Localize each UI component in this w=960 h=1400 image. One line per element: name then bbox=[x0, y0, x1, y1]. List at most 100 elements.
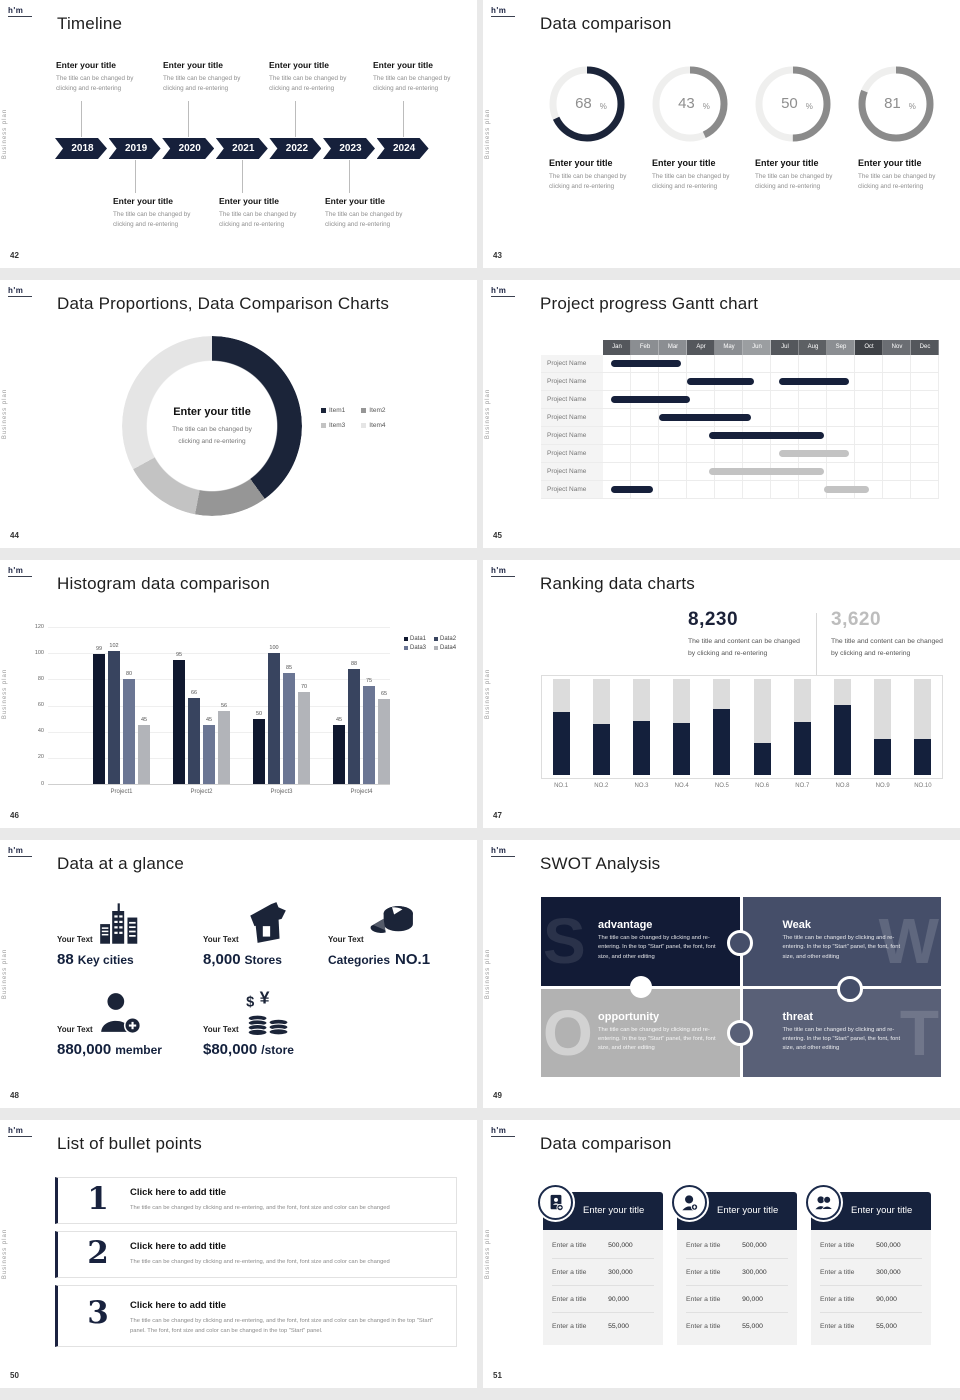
timeline-item: Enter your title The title can be changed… bbox=[56, 60, 134, 93]
ranking-bar-fill bbox=[633, 721, 650, 775]
slide-title: Timeline bbox=[57, 14, 123, 33]
y-gridline bbox=[48, 705, 390, 707]
ranking-bar-fill bbox=[592, 724, 610, 775]
legend-swatch bbox=[404, 646, 408, 650]
slide-46-histogram[interactable]: h'm Business plan Histogram data compari… bbox=[0, 560, 477, 828]
card-header: Enter your title bbox=[806, 1185, 931, 1230]
timeline-connector-line bbox=[241, 160, 243, 193]
bar bbox=[108, 650, 120, 784]
timeline-chart: 2018 2019 2020 2021 2022 2023 2024 bbox=[0, 0, 477, 268]
logo: h'm bbox=[8, 6, 33, 17]
gantt-row: Project Name bbox=[541, 427, 939, 445]
progress-ring-item: 50% Enter your title The title can be cha… bbox=[747, 64, 843, 193]
stat-value: 880,000 member bbox=[57, 1041, 162, 1058]
swot-weakness-quadrant: W Weak The title can be changed by click… bbox=[742, 897, 941, 986]
watermark-letter: S bbox=[543, 905, 586, 978]
card-row: Enter a title 55,000 bbox=[686, 1322, 763, 1330]
card-row: Enter a title 500,000 bbox=[686, 1232, 788, 1259]
gantt-row-label: Project Name bbox=[541, 481, 603, 498]
ranking-bar-fill bbox=[552, 711, 570, 775]
slide-title: Data comparison bbox=[540, 14, 672, 33]
timeline-item: Enter your title The title can be changed… bbox=[219, 196, 297, 229]
bar-value-label: 66 bbox=[190, 689, 198, 696]
gantt-gridline bbox=[826, 427, 827, 444]
gantt-bar bbox=[709, 432, 825, 439]
stat-value: 8,230 bbox=[688, 609, 739, 630]
gantt-bar bbox=[659, 414, 752, 421]
chart-legend: Data1 Data2 Data3 Data4 bbox=[404, 636, 456, 651]
card-row: Enter a title 90,000 bbox=[552, 1286, 654, 1313]
gantt-gridline bbox=[658, 427, 659, 444]
people-icon bbox=[814, 1195, 833, 1210]
card-icon-circle bbox=[806, 1185, 841, 1220]
slide-48-glance[interactable]: h'm Business plan Data at a glance Your … bbox=[0, 840, 477, 1108]
bar-value-label: 80 bbox=[125, 671, 133, 678]
gantt-gridline bbox=[686, 355, 687, 372]
timeline-year-chevron: 2019 bbox=[108, 138, 161, 159]
timeline-connector-line bbox=[188, 101, 190, 137]
bar bbox=[188, 697, 200, 784]
timeline-item: Enter your title The title can be changed… bbox=[373, 60, 451, 93]
slide-47-ranking[interactable]: h'm Business plan Ranking data charts 8,… bbox=[483, 560, 960, 828]
gantt-row-label: Project Name bbox=[541, 391, 603, 408]
timeline-year-chevron: 2021 bbox=[215, 138, 268, 159]
bar bbox=[173, 659, 185, 784]
slide-44-donut[interactable]: h'm Business plan Data Proportions, Data… bbox=[0, 280, 477, 548]
legend-swatch bbox=[434, 646, 439, 650]
gantt-gridline bbox=[826, 463, 827, 480]
timeline-connector-line bbox=[81, 101, 82, 137]
bar bbox=[93, 654, 105, 784]
gantt-gridline bbox=[854, 463, 855, 480]
ring-percent: 43% bbox=[678, 94, 710, 112]
card-title: Enter your title bbox=[717, 1205, 779, 1216]
x-category-label: NO.8 bbox=[835, 783, 850, 789]
slide-43-data-comparison[interactable]: h'm Business plan Data comparison 68% En… bbox=[483, 0, 960, 268]
slide-49-swot[interactable]: h'm Business plan SWOT Analysis S advant… bbox=[483, 840, 960, 1108]
logo: h'm bbox=[8, 1126, 33, 1137]
watermark-letter: T bbox=[899, 996, 939, 1069]
puzzle-connector bbox=[727, 1020, 753, 1046]
bar-value-label: 56 bbox=[220, 702, 228, 709]
slide-45-gantt[interactable]: h'm Business plan Project progress Gantt… bbox=[483, 280, 960, 548]
gantt-gridline bbox=[938, 463, 939, 480]
y-gridline bbox=[48, 784, 390, 785]
timeline-connector-line bbox=[402, 101, 404, 137]
progress-ring-item: 43% Enter your title The title can be cha… bbox=[644, 64, 740, 193]
progress-ring-item: 68% Enter your title The title can be cha… bbox=[541, 64, 637, 193]
ranking-chart: NO.1 NO.2 NO.3 NO.4 NO.5 NO.6 NO.7 NO.8 NO.9 NO.1… bbox=[483, 560, 960, 828]
card-row: Enter a title 300,000 bbox=[686, 1259, 788, 1286]
slide-42-timeline[interactable]: h'm Business plan Timeline 2018 2019 2020 2… bbox=[0, 0, 477, 268]
legend-item: Item3 bbox=[321, 422, 345, 429]
card-header: Enter your title bbox=[538, 1185, 663, 1230]
ranking-bar-fill bbox=[793, 722, 811, 775]
gantt-gridline bbox=[854, 373, 855, 390]
logo: h'm bbox=[491, 6, 516, 17]
gantt-row-label: Project Name bbox=[541, 427, 603, 444]
donut-chart bbox=[122, 336, 302, 516]
gantt-month-header-cell: Nov bbox=[883, 340, 911, 355]
bar bbox=[268, 653, 280, 784]
gantt-gridline bbox=[742, 391, 743, 408]
gantt-gridline bbox=[882, 355, 883, 372]
svg-text:¥: ¥ bbox=[259, 990, 269, 1008]
gantt-bar bbox=[687, 378, 755, 385]
bar-value-label: 65 bbox=[380, 690, 388, 697]
x-category-label: Project2 bbox=[190, 789, 213, 795]
progress-ring bbox=[858, 66, 934, 142]
slide-50-bullets[interactable]: h'm Business plan List of bullet points … bbox=[0, 1120, 477, 1388]
gantt-month-header-cell: Mar bbox=[659, 340, 687, 355]
progress-ring bbox=[755, 66, 831, 142]
gantt-gridline bbox=[882, 481, 883, 498]
slide-51-cards[interactable]: h'm Business plan Data comparison Enter … bbox=[483, 1120, 960, 1388]
gantt-chart: Jan Feb Mar Apr May Jun Jul Aug Sep Oct Nov Dec Proj… bbox=[483, 280, 960, 548]
gantt-row: Project Name bbox=[541, 481, 939, 499]
gantt-month-header-cell: Feb bbox=[631, 340, 659, 355]
gantt-gridline bbox=[882, 409, 883, 426]
bar-value-label: 95 bbox=[175, 651, 183, 658]
bar-value-label: 75 bbox=[365, 677, 373, 684]
stat-item: Your Text Categories NO.1 bbox=[328, 898, 477, 969]
y-tick-label: 100 bbox=[34, 649, 44, 656]
stat-value: 88 Key cities bbox=[57, 951, 134, 968]
gantt-gridline bbox=[938, 445, 939, 462]
stat-item: Your Text 880,000 member bbox=[57, 988, 207, 1059]
